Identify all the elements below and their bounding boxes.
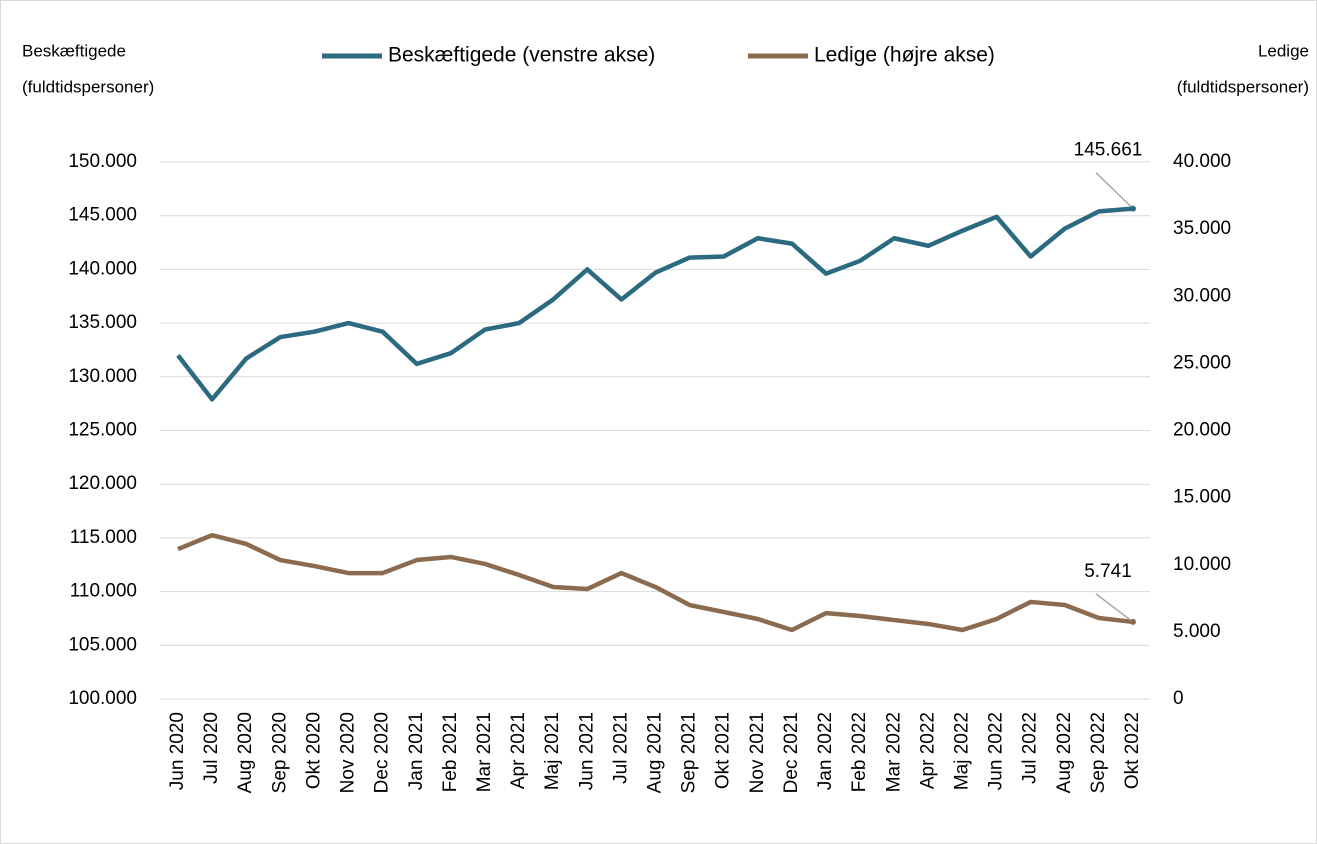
x-tick-label: Apr 2021: [508, 712, 529, 789]
point: [1130, 618, 1136, 625]
x-tick-label: Apr 2022: [917, 712, 938, 789]
legend-label: Beskæftigede (venstre akse): [388, 44, 655, 67]
data-label: 5.741: [1084, 561, 1132, 582]
x-tick-label: Dec 2021: [781, 712, 802, 793]
y2-tick-label: 30.000: [1173, 285, 1231, 306]
y2-axis-title: (fuldtidspersoner): [1177, 77, 1309, 96]
y2-tick-label: 5.000: [1173, 621, 1221, 642]
x-tick-label: Maj 2021: [542, 712, 563, 790]
x-tick-label: Dec 2020: [372, 712, 393, 793]
x-tick-label: Nov 2020: [338, 712, 359, 793]
x-tick-label: Aug 2022: [1054, 712, 1075, 793]
x-tick-label: Aug 2021: [645, 712, 666, 793]
x-tick-label: Sep 2022: [1088, 712, 1109, 793]
x-tick-label: Okt 2020: [303, 712, 324, 789]
y-tick-label: 110.000: [70, 581, 137, 602]
series-line: [177, 532, 1134, 633]
x-tick-label: Okt 2021: [713, 712, 734, 789]
y2-tick-label: 0: [1173, 688, 1184, 709]
y2-tick-label: 20.000: [1173, 420, 1231, 441]
x-tick-label: Jan 2022: [815, 712, 836, 790]
x-tick-label: Jul 2021: [610, 712, 631, 784]
y-tick-label: 125.000: [68, 420, 137, 441]
y-tick-label: 150.000: [68, 151, 137, 172]
y-tick-label: 115.000: [70, 527, 137, 548]
y-tick-label: 145.000: [68, 205, 137, 226]
leader-line: [1095, 593, 1134, 623]
y2-tick-label: 40.000: [1173, 151, 1231, 172]
y2-tick-label: 25.000: [1173, 352, 1231, 373]
y-axis-title: (fuldtidspersoner): [22, 77, 154, 96]
series-line: [176, 206, 1134, 402]
y2-tick-label: 35.000: [1173, 218, 1231, 239]
x-tick-label: Nov 2021: [747, 712, 768, 793]
y2-axis-title: Ledige: [1258, 41, 1309, 60]
x-tick-label: Jun 2022: [986, 712, 1007, 790]
x-tick-label: Feb 2021: [440, 712, 461, 792]
data-label: 145.661: [1074, 140, 1143, 161]
legend-label: Ledige (højre akse): [814, 44, 995, 67]
x-tick-label: Jan 2021: [406, 712, 427, 790]
x-tick-label: Jul 2022: [1020, 712, 1041, 784]
y-axis-title: Beskæftigede: [22, 41, 126, 60]
leader-line: [1095, 172, 1134, 210]
x-tick-label: Maj 2022: [951, 712, 972, 790]
y-tick-label: 135.000: [68, 312, 137, 333]
y2-tick-label: 15.000: [1173, 487, 1231, 508]
point: [1130, 205, 1136, 212]
y2-tick-label: 10.000: [1173, 554, 1231, 575]
y-tick-label: 100.000: [68, 688, 137, 709]
y-tick-label: 120.000: [68, 473, 137, 494]
y-tick-label: 105.000: [68, 634, 137, 655]
y-tick-label: 130.000: [68, 366, 137, 387]
x-tick-label: Jun 2020: [167, 712, 188, 790]
x-tick-label: Sep 2020: [269, 712, 290, 793]
x-tick-label: Aug 2020: [235, 712, 256, 793]
x-tick-label: Jul 2020: [201, 712, 222, 784]
y-tick-label: 140.000: [68, 258, 137, 279]
x-tick-label: Mar 2022: [883, 712, 904, 792]
x-tick-label: Okt 2022: [1122, 712, 1143, 789]
x-tick-label: Mar 2021: [474, 712, 495, 792]
x-tick-label: Feb 2022: [849, 712, 870, 792]
x-tick-label: Sep 2021: [679, 712, 700, 793]
x-tick-label: Jun 2021: [576, 712, 597, 790]
